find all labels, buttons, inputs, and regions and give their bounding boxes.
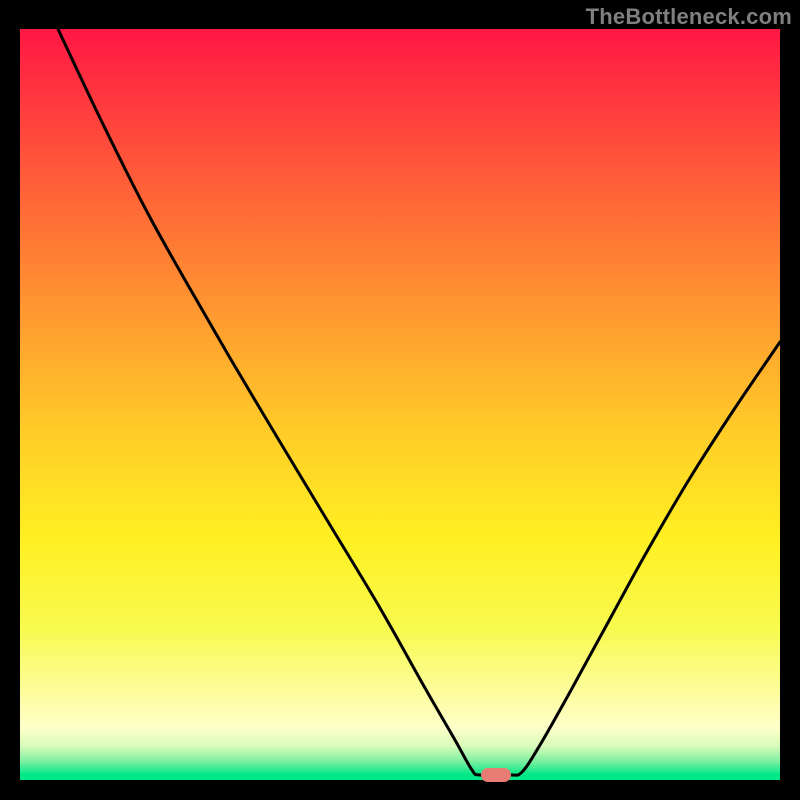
watermark-text: TheBottleneck.com: [586, 4, 792, 30]
plot-background: [20, 29, 780, 780]
optimal-marker: [481, 768, 511, 782]
bottleneck-chart: [0, 0, 800, 800]
chart-container: TheBottleneck.com: [0, 0, 800, 800]
